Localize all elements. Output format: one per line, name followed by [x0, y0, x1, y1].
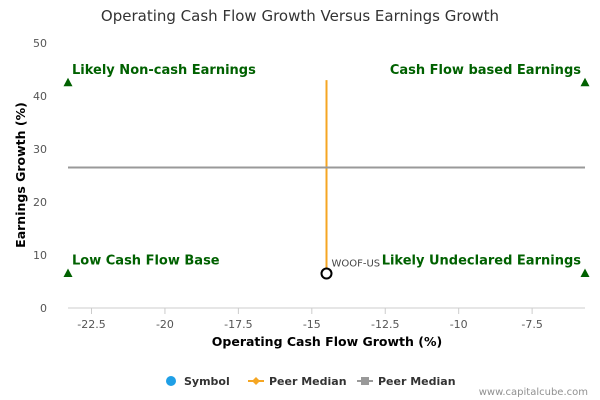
point-label: WOOF-US [332, 259, 381, 270]
quadrant-label: Likely Undeclared Earnings [382, 254, 582, 269]
x-tick-label: -10 [450, 318, 468, 331]
peer-median-lines [68, 80, 585, 274]
legend-diamond-icon [252, 377, 260, 385]
y-axis-title: Earnings Growth (%) [13, 102, 28, 248]
x-tick-label: -22.5 [77, 318, 105, 331]
y-tick-label: 40 [33, 90, 47, 103]
x-tick-label: -15 [303, 318, 321, 331]
legend-square-icon [361, 377, 369, 385]
quadrant-label: Cash Flow based Earnings [390, 63, 581, 78]
x-axis-title: Operating Cash Flow Growth (%) [212, 334, 442, 349]
x-tick-label: -17.5 [224, 318, 252, 331]
y-tick-label: 30 [33, 143, 47, 156]
chart-title: Operating Cash Flow Growth Versus Earnin… [101, 7, 499, 25]
quadrant-triangle-icon [63, 77, 73, 87]
legend-label: Symbol [184, 375, 230, 388]
credit-text: www.capitalcube.com [479, 387, 588, 398]
legend-symbol-icon [166, 376, 176, 386]
x-tick-label: -12.5 [371, 318, 399, 331]
data-points: WOOF-US [320, 259, 381, 280]
quadrant-label: Low Cash Flow Base [72, 254, 220, 269]
legend-label: Peer Median [378, 375, 456, 388]
quadrant-triangle-icon [580, 268, 590, 278]
quadrant-label: Likely Non-cash Earnings [72, 63, 256, 78]
quadrant-labels: Likely Non-cash Earnings Cash Flow based … [63, 63, 590, 278]
x-tick-label: -20 [156, 318, 174, 331]
y-tick-label: 0 [40, 302, 47, 315]
y-tick-label: 10 [33, 249, 47, 262]
legend: Symbol Peer Median Peer Median [166, 375, 456, 388]
y-axis: 0 10 20 30 40 50 [33, 37, 47, 315]
y-tick-label: 20 [33, 196, 47, 209]
quadrant-triangle-icon [63, 268, 73, 278]
symbol-point [320, 267, 333, 280]
quadrant-triangle-icon [580, 77, 590, 87]
legend-label: Peer Median [269, 375, 347, 388]
x-axis: -22.5 -20 -17.5 -15 -12.5 -10 -7.5 [77, 308, 543, 331]
x-tick-label: -7.5 [521, 318, 542, 331]
y-tick-label: 50 [33, 37, 47, 50]
